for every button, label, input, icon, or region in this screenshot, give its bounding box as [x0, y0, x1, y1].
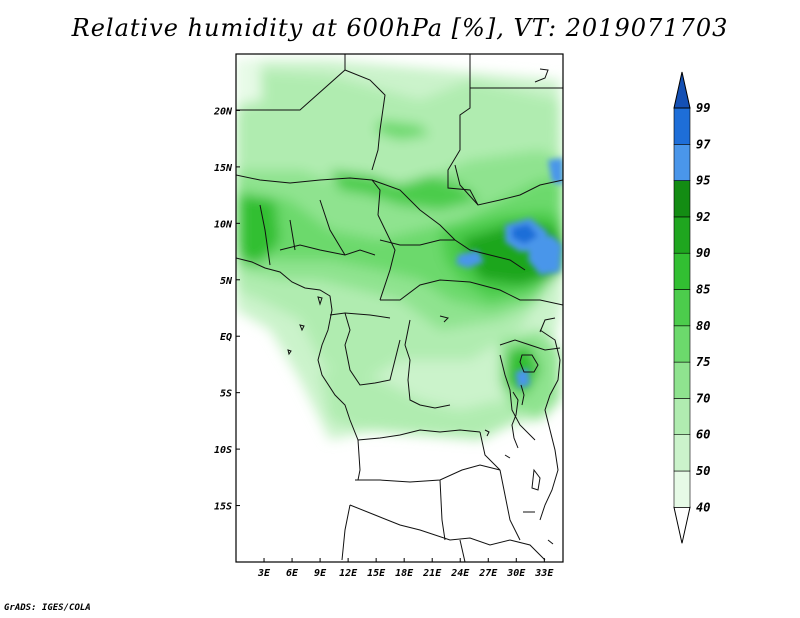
colorbar-label: 95	[696, 174, 710, 188]
colorbar-segment	[673, 398, 691, 435]
lon-tick-label: 12E	[339, 568, 358, 579]
colorbar-label: 60	[696, 428, 710, 442]
lon-tick-label: 30E	[506, 568, 526, 579]
lon-tick-label: 9E	[314, 568, 327, 579]
lon-tick-label: 33E	[534, 568, 554, 579]
colorbar-segment	[673, 107, 691, 145]
colorbar-upper-triangle	[673, 71, 691, 109]
colorbar-segment	[673, 434, 691, 472]
longitude-axis: 3E 6E 9E 12E 15E 18E 21E 24E 27E 30E 33E	[257, 558, 554, 579]
colorbar-segment	[673, 180, 691, 218]
coastline-borders	[236, 54, 563, 562]
colorbar-segment	[673, 144, 691, 181]
lat-tick-label: 5S	[220, 389, 232, 400]
map-title: Relative humidity at 600hPa [%], VT: 201…	[71, 14, 729, 42]
colorbar-segment	[673, 289, 691, 327]
humidity-field	[236, 54, 563, 562]
lat-tick-label: EQ	[220, 332, 232, 343]
colorbar-label: 90	[696, 246, 710, 260]
colorbar-label: 50	[696, 464, 710, 478]
colorbar-label: 70	[696, 391, 710, 405]
colorbar-label: 80	[696, 319, 710, 333]
colorbar-segment	[673, 216, 691, 254]
lon-tick-label: 24E	[450, 568, 470, 579]
latitude-axis: 20N 15N 10N 5N EQ 5S 10S 15S	[213, 106, 240, 513]
lat-tick-label: 10N	[214, 219, 233, 230]
colorbar-segment	[673, 252, 691, 290]
lat-tick-label: 10S	[214, 445, 232, 456]
lon-tick-label: 21E	[422, 568, 442, 579]
colorbar-label: 92	[696, 210, 710, 224]
lon-tick-label: 18E	[395, 568, 414, 579]
lat-tick-label: 5N	[220, 276, 233, 287]
map-frame	[235, 53, 564, 563]
colorbar-segment	[673, 470, 691, 508]
colorbar-segment	[673, 361, 691, 399]
lon-tick-label: 15E	[367, 568, 386, 579]
lat-tick-label: 15N	[214, 163, 233, 174]
credit-text: GrADS: IGES/COLA	[4, 603, 91, 613]
lon-tick-label: 6E	[286, 568, 299, 579]
colorbar-label: 40	[696, 500, 710, 514]
colorbar-label: 85	[696, 283, 710, 297]
colorbar-lower-triangle	[673, 506, 691, 544]
colorbar: 40 50 60 70 75 80 85 90 92 95 97 99	[673, 71, 711, 544]
lat-tick-label: 20N	[213, 106, 233, 117]
lon-tick-label: 3E	[257, 568, 271, 579]
colorbar-segment	[673, 325, 691, 363]
lat-tick-label: 15S	[214, 502, 232, 513]
colorbar-label: 75	[696, 355, 710, 369]
colorbar-label: 99	[696, 101, 710, 115]
lon-tick-label: 27E	[478, 568, 498, 579]
colorbar-label: 97	[696, 137, 711, 151]
